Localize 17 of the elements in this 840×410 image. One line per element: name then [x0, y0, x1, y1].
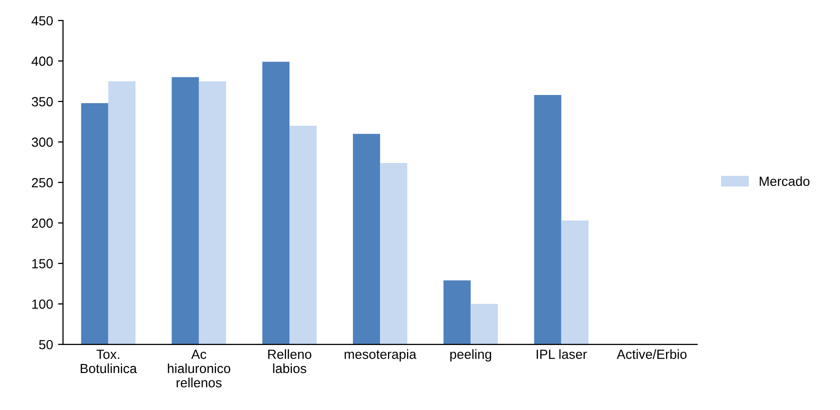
x-tick-label: peeling — [450, 349, 492, 362]
legend-label: Mercado — [760, 176, 810, 186]
y-tick-label: 400 — [32, 56, 53, 66]
y-tick-label: 300 — [32, 138, 53, 147]
x-tick-label: Relleno labios — [268, 349, 312, 374]
y-tick-label: 50 — [39, 340, 53, 350]
y-tick-label: 450 — [32, 16, 53, 26]
x-tick-label: Active/Erbio — [616, 349, 687, 359]
y-tick-label: 100 — [32, 299, 53, 309]
y-tick-label: 150 — [32, 258, 53, 268]
y-tick-label: 250 — [32, 178, 53, 188]
y-tick-label: 200 — [32, 218, 53, 228]
x-tick-label: Ac hialuronico rellenos — [168, 350, 230, 388]
x-tick-label: Tox. Botulinica — [80, 350, 137, 374]
x-tick-label: IPL laser — [536, 349, 587, 359]
x-tick-label: mesoterapia — [344, 349, 416, 362]
y-tick-label: 350 — [32, 97, 53, 106]
